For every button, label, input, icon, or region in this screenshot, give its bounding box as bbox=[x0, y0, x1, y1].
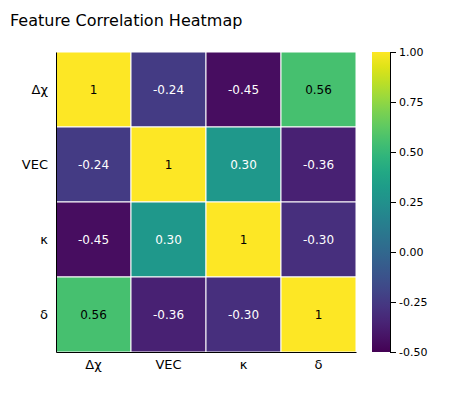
tick: δ bbox=[315, 352, 323, 372]
tick-label: κ bbox=[240, 357, 248, 372]
cell bbox=[206, 202, 281, 277]
colorbar: 1.00 0.75 0.50 0.25 0.00 -0.25 -0.50 bbox=[372, 46, 427, 359]
cells bbox=[56, 52, 356, 352]
cell bbox=[56, 127, 131, 202]
cell-label: -0.45 bbox=[228, 83, 259, 97]
cell-label: 1 bbox=[90, 83, 98, 97]
cell-label: -0.36 bbox=[303, 158, 334, 172]
tick-mark bbox=[390, 302, 396, 303]
title: Feature Correlation Heatmap bbox=[10, 11, 242, 30]
tick-label: 0.00 bbox=[399, 246, 424, 259]
cell-label: -0.24 bbox=[78, 158, 109, 172]
tick: δ bbox=[40, 307, 56, 322]
axis-line bbox=[391, 53, 397, 353]
tick: Δχ bbox=[32, 82, 56, 97]
tick-label: VEC bbox=[22, 157, 48, 172]
tick: -0.50 bbox=[390, 346, 427, 359]
cell bbox=[281, 202, 356, 277]
tick-label: 0.25 bbox=[399, 196, 424, 209]
chart: Feature Correlation Heatmap 1 -0.24 -0.45 0.… bbox=[0, 0, 474, 412]
tick-label: Δχ bbox=[32, 82, 49, 97]
cell bbox=[281, 52, 356, 127]
tick-label: VEC bbox=[155, 357, 181, 372]
tick: 0.75 bbox=[390, 96, 424, 109]
cell bbox=[56, 52, 131, 127]
tick-label: 0.75 bbox=[399, 96, 424, 109]
cell bbox=[131, 52, 206, 127]
cell-label: -0.24 bbox=[153, 83, 184, 97]
tick-mark bbox=[390, 102, 396, 103]
tick-mark bbox=[390, 52, 396, 53]
cell bbox=[206, 127, 281, 202]
tick: VEC bbox=[22, 157, 56, 172]
tick: VEC bbox=[155, 352, 181, 372]
axis-line bbox=[57, 352, 357, 353]
tick-mark bbox=[390, 352, 396, 353]
tick-mark bbox=[390, 202, 396, 203]
cell-label: -0.45 bbox=[78, 233, 109, 247]
cell-label: -0.30 bbox=[228, 308, 259, 322]
cell-label: -0.30 bbox=[303, 233, 334, 247]
cell-label: 1 bbox=[315, 308, 323, 322]
cell bbox=[56, 202, 131, 277]
tick-label: Δχ bbox=[85, 357, 102, 372]
tick: 1.00 bbox=[390, 46, 424, 59]
cell bbox=[56, 277, 131, 352]
colorbar-axis: 1.00 0.75 0.50 0.25 0.00 -0.25 -0.50 bbox=[390, 46, 427, 359]
y-axis: Δχ VEC κ δ bbox=[22, 53, 57, 353]
cell-label: -0.36 bbox=[153, 308, 184, 322]
cell bbox=[131, 277, 206, 352]
tick-label: 0.50 bbox=[399, 146, 424, 159]
cell-label: 0.30 bbox=[155, 233, 182, 247]
tick: κ bbox=[240, 352, 248, 372]
cell bbox=[206, 277, 281, 352]
cell bbox=[281, 277, 356, 352]
cell-label: 0.56 bbox=[80, 308, 107, 322]
cell-label: 1 bbox=[165, 158, 173, 172]
cell-label: 1 bbox=[240, 233, 248, 247]
colorbar-gradient bbox=[372, 52, 390, 352]
cell bbox=[131, 127, 206, 202]
x-axis: Δχ VEC κ δ bbox=[57, 352, 357, 372]
tick: κ bbox=[40, 232, 56, 247]
tick-label: -0.50 bbox=[399, 346, 427, 359]
tick-label: -0.25 bbox=[399, 296, 427, 309]
tick-mark bbox=[390, 252, 396, 253]
cell bbox=[131, 202, 206, 277]
tick-label: δ bbox=[315, 357, 323, 372]
tick: Δχ bbox=[85, 352, 102, 372]
tick-label: κ bbox=[40, 232, 48, 247]
tick: 0.50 bbox=[390, 146, 424, 159]
tick: 0.00 bbox=[390, 246, 424, 259]
cell-labels: 1 -0.24 -0.45 0.56 -0.24 1 0.30 -0.36 -0.45 0.30 1… bbox=[78, 83, 334, 322]
tick-label: 1.00 bbox=[399, 46, 424, 59]
cell-label: 0.30 bbox=[230, 158, 257, 172]
tick-mark bbox=[390, 152, 396, 153]
plot: 1 -0.24 -0.45 0.56 -0.24 1 0.30 -0.36 -0.45 0.30 1… bbox=[22, 52, 357, 372]
cell-label: 0.56 bbox=[305, 83, 332, 97]
cell bbox=[281, 127, 356, 202]
tick: -0.25 bbox=[390, 296, 427, 309]
tick-label: δ bbox=[40, 307, 48, 322]
cell bbox=[206, 52, 281, 127]
axis-line bbox=[56, 53, 57, 353]
tick: 0.25 bbox=[390, 196, 424, 209]
